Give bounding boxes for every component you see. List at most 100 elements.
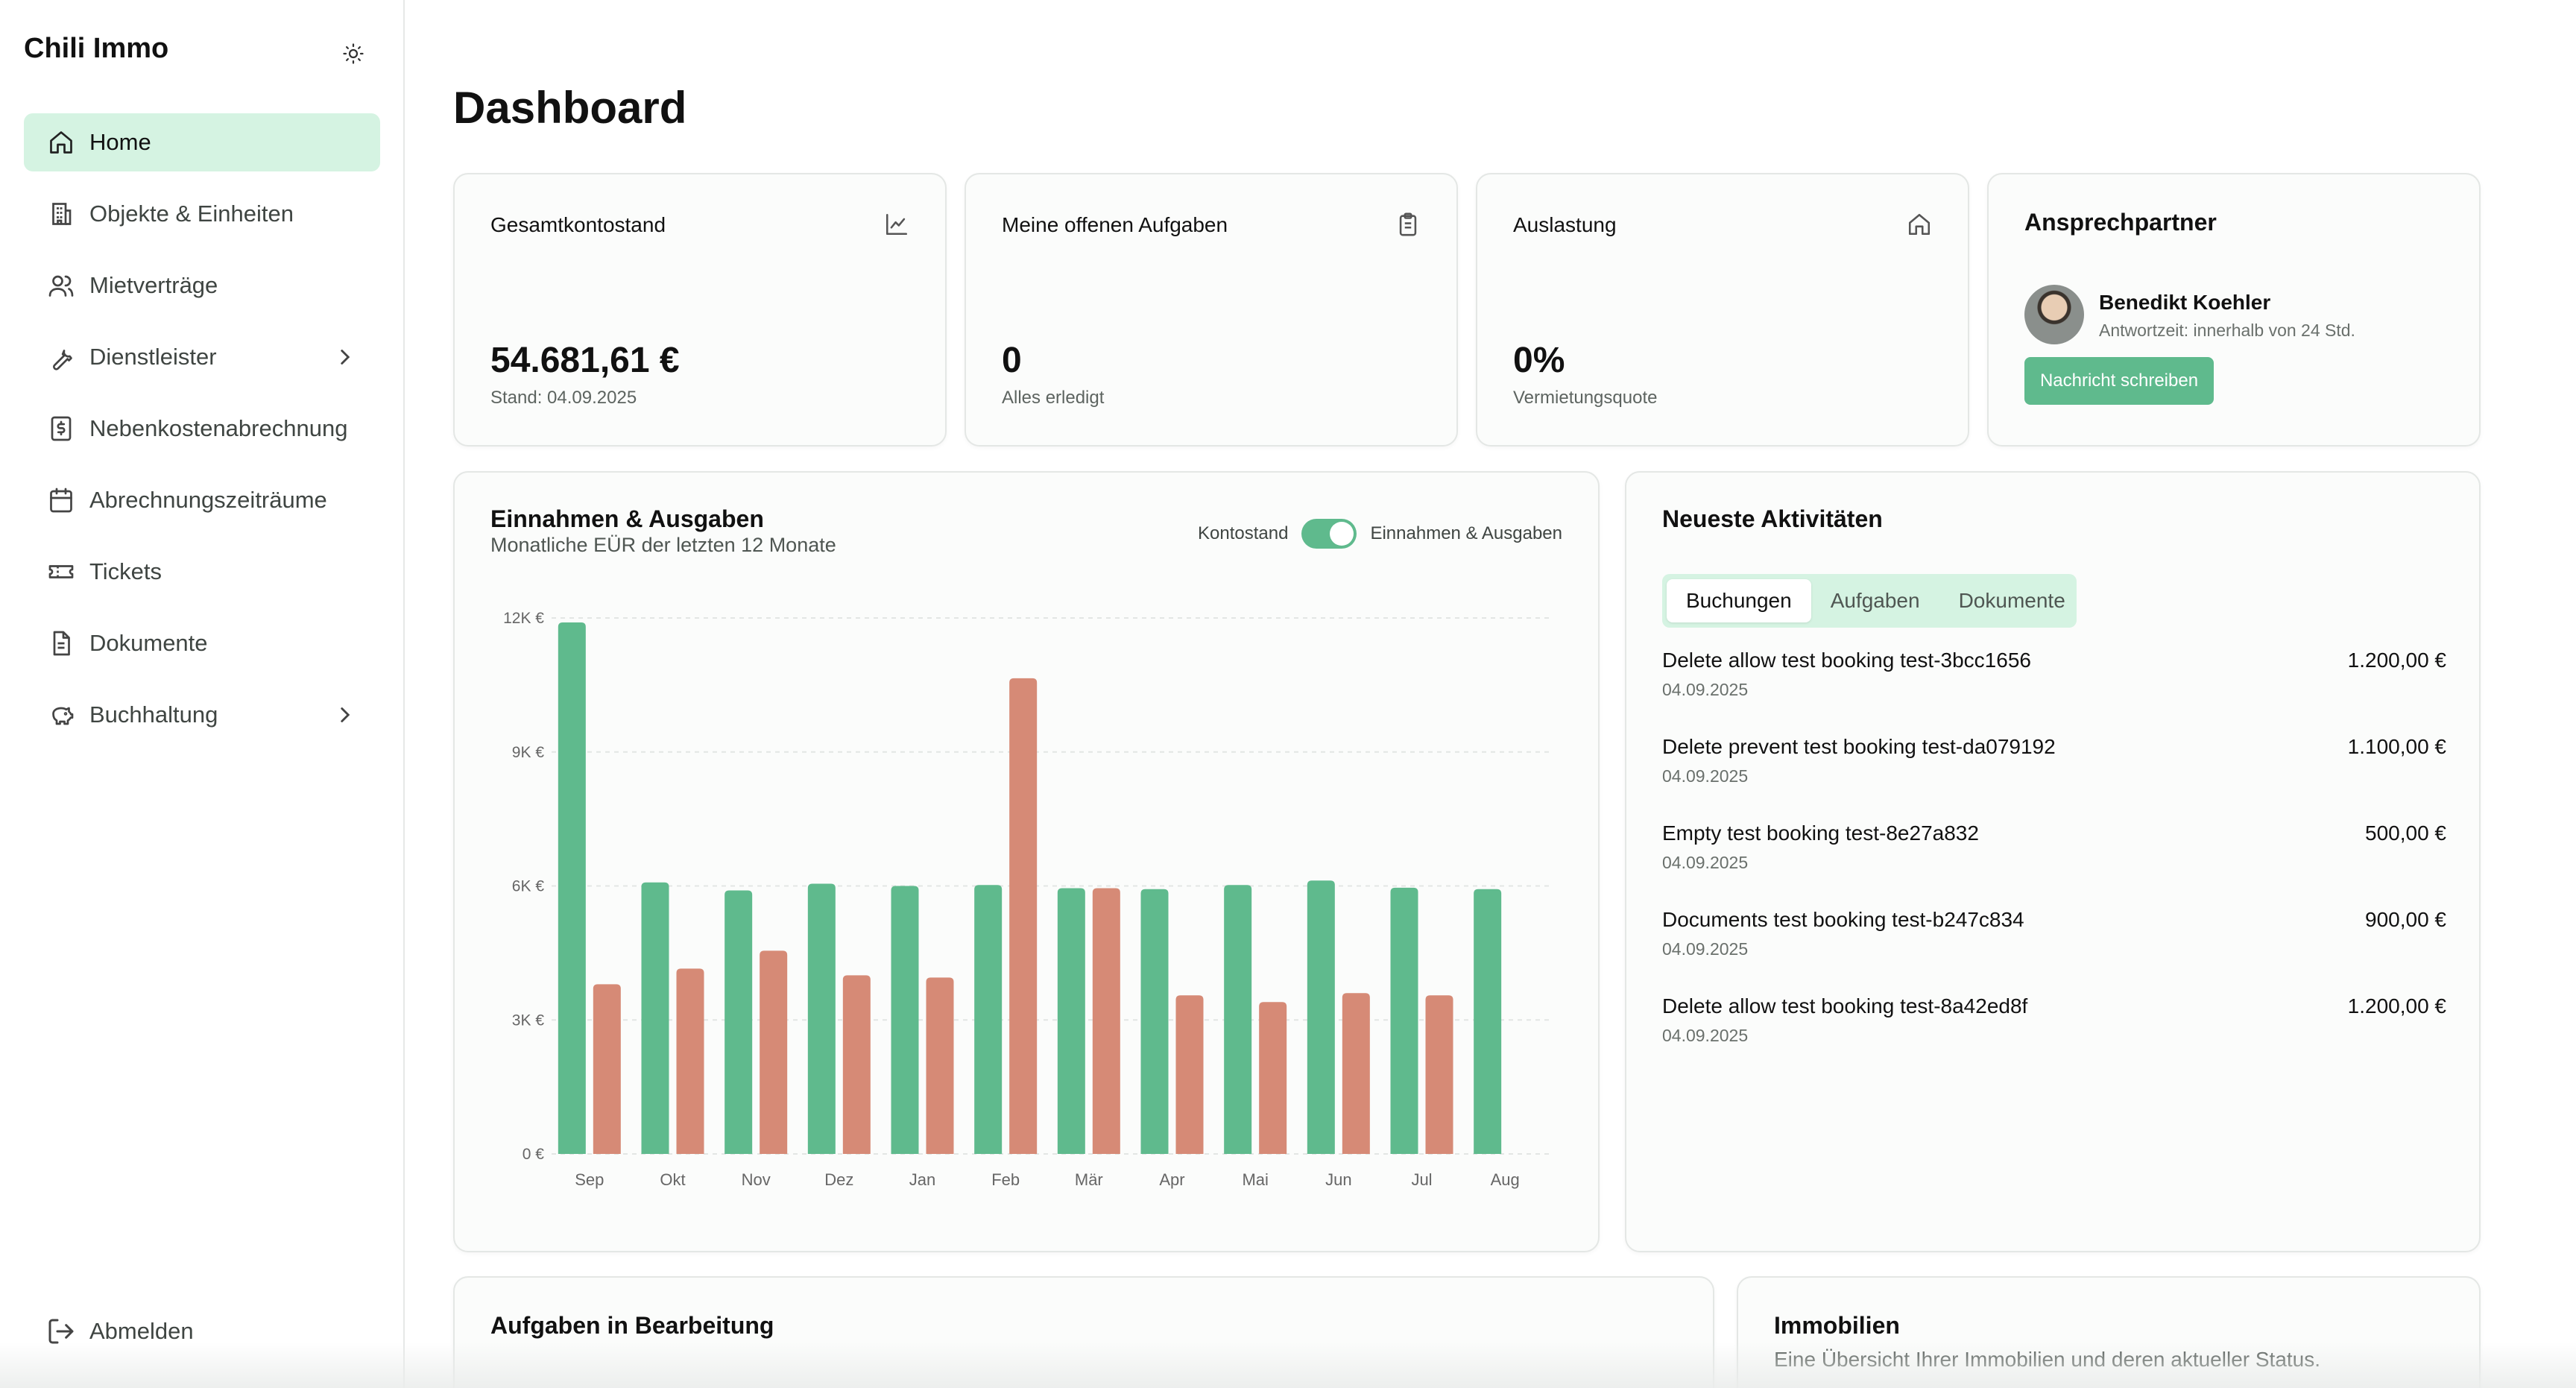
- expense-bar[interactable]: [842, 975, 871, 1154]
- contact-name: Benedikt Koehler: [2099, 291, 2271, 314]
- users-icon: [46, 271, 76, 300]
- income-bar[interactable]: [1307, 880, 1335, 1154]
- activity-amount: 1.100,00 €: [2347, 735, 2446, 758]
- income-bar[interactable]: [891, 886, 919, 1155]
- income-bar[interactable]: [807, 883, 836, 1154]
- open-tasks-label: Meine offenen Aufgaben: [1002, 213, 1228, 236]
- income-bar[interactable]: [558, 622, 586, 1154]
- expense-bar[interactable]: [676, 968, 704, 1154]
- expense-bar[interactable]: [1175, 995, 1204, 1154]
- income-bar[interactable]: [974, 885, 1003, 1154]
- income-bar[interactable]: [1474, 889, 1502, 1154]
- sidebar-nav: Home Objekte & Einheiten Mietverträge Di…: [24, 113, 380, 757]
- list-item[interactable]: Documents test booking test-b247c834 900…: [1662, 908, 2446, 994]
- avatar: [2024, 285, 2084, 344]
- income-bar[interactable]: [724, 890, 753, 1154]
- balance-label: Gesamtkontostand: [490, 213, 666, 236]
- expense-bar[interactable]: [1009, 678, 1038, 1154]
- main-content: Dashboard Gesamtkontostand 54.681,61 € S…: [405, 0, 2576, 1388]
- receipt-icon: [46, 414, 76, 444]
- tab-tasks[interactable]: Aufgaben: [1830, 589, 1920, 612]
- wrench-icon: [46, 342, 76, 372]
- activity-date: 04.09.2025: [1662, 1026, 1749, 1045]
- list-item[interactable]: Delete allow test booking test-3bcc1656 …: [1662, 649, 2446, 735]
- open-tasks-value: 0: [1002, 341, 1022, 380]
- page-title: Dashboard: [453, 83, 687, 133]
- list-item[interactable]: Empty test booking test-8e27a832 500,00 …: [1662, 821, 2446, 908]
- document-icon: [46, 628, 76, 658]
- expense-bar[interactable]: [593, 984, 621, 1154]
- income-bar[interactable]: [1057, 888, 1085, 1154]
- activity-date: 04.09.2025: [1662, 766, 1749, 786]
- list-item[interactable]: Delete allow test booking test-8a42ed8f …: [1662, 994, 2446, 1081]
- expense-bar[interactable]: [1259, 1002, 1287, 1154]
- x-tick-label: Mär: [1075, 1170, 1103, 1189]
- sidebar-item-home[interactable]: Home: [24, 113, 380, 171]
- income-bar[interactable]: [1390, 887, 1418, 1154]
- x-tick-label: Aug: [1491, 1170, 1520, 1189]
- activity-name: Delete allow test booking test-8a42ed8f: [1662, 994, 2028, 1018]
- income-expense-chart: 0 € 3K € 6K € 9K € 12K € Sep Okt Nov Dez Jan Feb Mä…: [503, 610, 1550, 1189]
- sidebar-item-accounting[interactable]: Buchhaltung: [24, 686, 380, 744]
- activity-name: Delete allow test booking test-3bcc1656: [1662, 649, 2031, 672]
- logout-icon: [48, 1319, 74, 1344]
- income-bar[interactable]: [641, 882, 669, 1154]
- activity-amount: 1.200,00 €: [2347, 649, 2446, 672]
- line-chart-icon: [886, 213, 908, 236]
- activity-name: Empty test booking test-8e27a832: [1662, 821, 1979, 845]
- sidebar-item-label: Mietverträge: [89, 272, 218, 298]
- logout-button[interactable]: Abmelden: [46, 1316, 194, 1346]
- expense-bar[interactable]: [926, 977, 954, 1154]
- open-tasks-card: Meine offenen Aufgaben 0 Alles erledigt: [965, 173, 1458, 447]
- chart-mode-switch: Kontostand Einnahmen & Ausgaben: [1198, 519, 1562, 549]
- sidebar-item-billing-periods[interactable]: Abrechnungszeiträume: [24, 471, 380, 529]
- chevron-right-icon: [341, 707, 350, 722]
- theme-toggle-button[interactable]: [337, 37, 370, 70]
- tasks-in-progress-card: Aufgaben in Bearbeitung: [453, 1276, 1714, 1388]
- sidebar-item-label: Buchhaltung: [89, 701, 218, 728]
- occupancy-label: Auslastung: [1513, 213, 1617, 236]
- sidebar-item-documents[interactable]: Dokumente: [24, 614, 380, 672]
- sidebar-item-label: Tickets: [89, 558, 162, 584]
- income-bar[interactable]: [1224, 885, 1252, 1154]
- activity-amount: 1.200,00 €: [2347, 994, 2446, 1018]
- x-tick-label: Feb: [991, 1170, 1020, 1189]
- tab-documents[interactable]: Dokumente: [1958, 589, 2065, 612]
- sidebar-item-leases[interactable]: Mietverträge: [24, 256, 380, 315]
- contact-response-time: Antwortzeit: innerhalb von 24 Std.: [2099, 321, 2355, 340]
- expense-bar[interactable]: [1425, 995, 1453, 1154]
- x-tick-label: Apr: [1159, 1170, 1184, 1189]
- x-tick-label: Sep: [575, 1170, 604, 1189]
- sidebar-item-label: Dienstleister: [89, 344, 217, 370]
- sun-icon: [343, 43, 364, 64]
- sidebar-item-objects[interactable]: Objekte & Einheiten: [24, 185, 380, 243]
- chart-subtitle: Monatliche EÜR der letzten 12 Monate: [490, 534, 836, 556]
- x-tick-label: Nov: [742, 1170, 771, 1189]
- sidebar: Chili Immo Home Objekte & Einheiten Miet…: [0, 0, 405, 1388]
- income-bar[interactable]: [1140, 889, 1169, 1154]
- y-tick-label: 9K €: [512, 744, 545, 761]
- balance-card: Gesamtkontostand 54.681,61 € Stand: 04.0…: [453, 173, 947, 447]
- contact-title: Ansprechpartner: [2024, 209, 2217, 236]
- sidebar-item-providers[interactable]: Dienstleister: [24, 328, 380, 386]
- tasks-in-progress-title: Aufgaben in Bearbeitung: [490, 1312, 774, 1339]
- properties-subtitle: Eine Übersicht Ihrer Immobilien und dere…: [1774, 1348, 2321, 1371]
- sidebar-item-utility-billing[interactable]: Nebenkostenabrechnung: [24, 400, 380, 458]
- logout-label: Abmelden: [89, 1318, 194, 1344]
- x-tick-label: Jul: [1411, 1170, 1432, 1189]
- contact-card: Ansprechpartner Benedikt Koehler Antwort…: [1987, 173, 2481, 447]
- expense-bar[interactable]: [1342, 993, 1370, 1154]
- expense-bar[interactable]: [1092, 888, 1120, 1154]
- x-tick-label: Dez: [824, 1170, 853, 1189]
- toggle-right-label: Einnahmen & Ausgaben: [1370, 523, 1562, 543]
- list-item[interactable]: Delete prevent test booking test-da07919…: [1662, 735, 2446, 821]
- activity-date: 04.09.2025: [1662, 680, 1749, 699]
- y-tick-label: 0 €: [523, 1146, 545, 1163]
- send-message-button[interactable]: Nachricht schreiben: [2024, 357, 2214, 405]
- chart-mode-toggle[interactable]: [1301, 519, 1357, 549]
- y-tick-label: 3K €: [512, 1012, 545, 1029]
- sidebar-item-tickets[interactable]: Tickets: [24, 543, 380, 601]
- expense-bar[interactable]: [760, 950, 788, 1154]
- tab-bookings[interactable]: Buchungen: [1667, 579, 1811, 622]
- activity-list: Delete allow test booking test-3bcc1656 …: [1662, 649, 2446, 1081]
